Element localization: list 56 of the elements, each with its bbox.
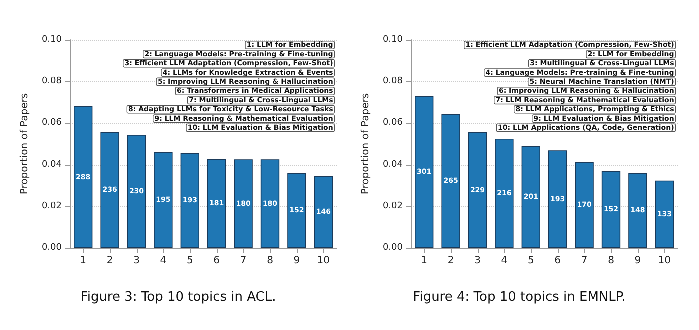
bar <box>100 132 120 248</box>
x-tick-label: 2 <box>448 256 454 266</box>
y-tick-label: 0.04 <box>42 160 62 170</box>
bar <box>495 139 514 248</box>
x-tick-label: 7 <box>240 256 247 266</box>
y-tick-label: 0.06 <box>382 118 404 128</box>
bar <box>180 153 200 248</box>
x-tick-label: 3 <box>134 256 140 266</box>
y-tick-label: 0.04 <box>382 160 404 170</box>
bar <box>154 152 173 248</box>
y-tick-label: 0.02 <box>382 201 403 212</box>
bar <box>628 173 648 248</box>
x-tick-label: 8 <box>608 256 614 266</box>
x-tick-label: 4 <box>501 256 508 266</box>
y-tick-label: 0.02 <box>42 201 62 212</box>
x-tick-label: 2 <box>106 256 114 266</box>
bar <box>548 150 568 248</box>
bar <box>234 160 253 248</box>
x-tick-label: 9 <box>294 256 300 266</box>
text: Figure 3: Top 10 topics in ACL. <box>80 290 276 305</box>
bar <box>260 160 280 248</box>
x-tick-label: 1 <box>80 256 87 266</box>
x-tick-label: 1 <box>421 256 428 266</box>
text: Figure 4: Top 10 topics in EMNLP. <box>413 290 626 305</box>
y-tick-label: 0.00 <box>382 243 404 253</box>
bar <box>575 162 594 248</box>
y-tick-label: 0.10 <box>42 35 62 45</box>
x-tick-label: 6 <box>214 256 220 266</box>
y-tick-label: 0.08 <box>42 76 62 87</box>
bar <box>288 173 306 248</box>
bar <box>655 180 674 248</box>
y-axis-title: Proportion of Papers <box>20 93 30 195</box>
bar <box>442 114 460 248</box>
bar <box>415 96 434 248</box>
x-tick-label: 8 <box>267 256 274 266</box>
y-tick-label: 0.08 <box>382 76 404 87</box>
x-tick-label: 3 <box>474 256 481 266</box>
x-tick-label: 10 <box>317 256 330 266</box>
bar <box>127 135 146 248</box>
bar <box>522 146 540 248</box>
bar <box>74 106 93 248</box>
y-axis-title: Proportion of Papers <box>360 93 372 195</box>
x-tick-label: 7 <box>581 256 588 266</box>
bar <box>314 176 333 248</box>
y-tick-label: 0.06 <box>42 118 62 128</box>
x-tick-label: 4 <box>160 256 167 266</box>
x-tick-label: 5 <box>186 256 194 266</box>
x-tick-label: 5 <box>528 256 534 266</box>
bar <box>602 171 621 248</box>
bar <box>468 132 488 248</box>
x-tick-label: 10 <box>658 256 672 266</box>
x-tick-label: 6 <box>554 256 562 266</box>
y-tick-label: 0.10 <box>382 35 404 45</box>
y-tick-label: 0.00 <box>42 243 62 253</box>
x-tick-label: 9 <box>634 256 642 266</box>
bar <box>208 159 226 248</box>
